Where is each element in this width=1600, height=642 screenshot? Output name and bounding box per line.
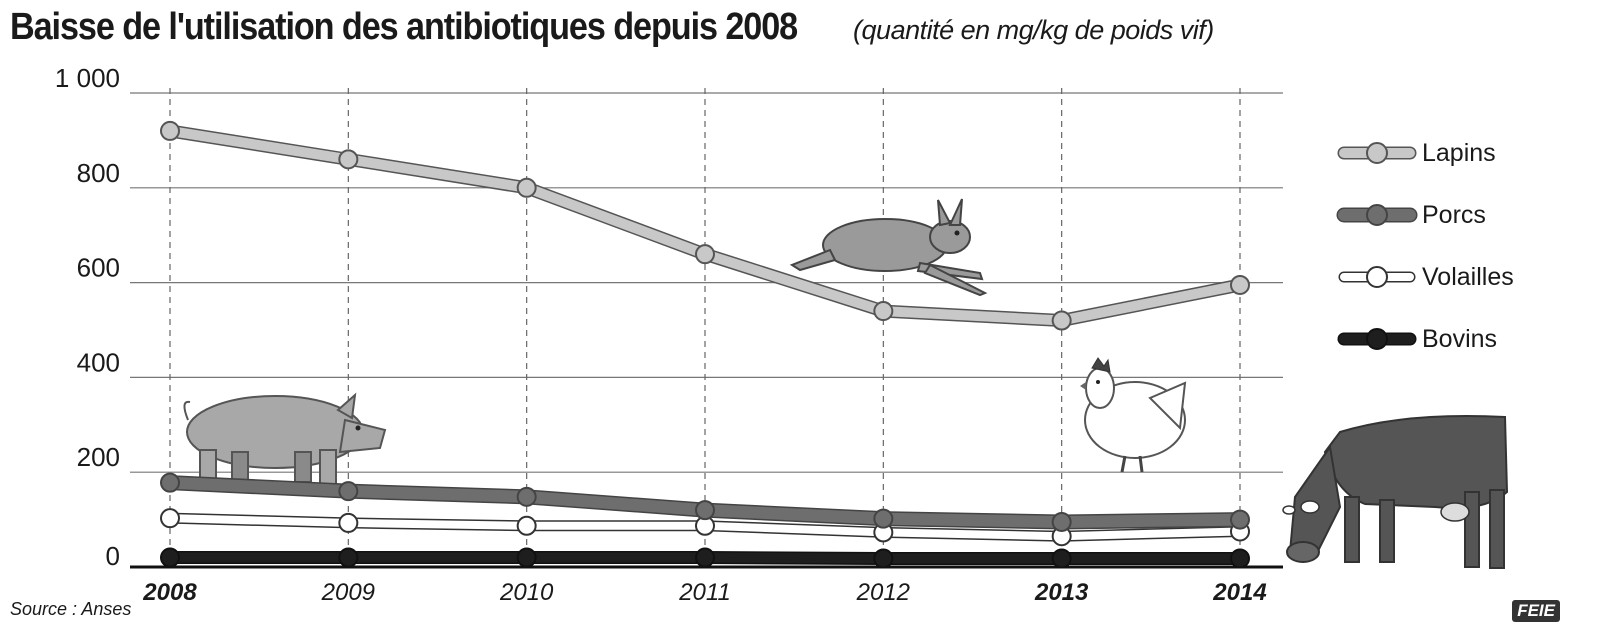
series-layer — [160, 120, 1250, 569]
data-point — [516, 515, 537, 536]
x-tick-label: 2012 — [856, 579, 910, 606]
legend-item-volailles: Volailles — [1338, 263, 1514, 291]
series-volailles — [160, 508, 1250, 547]
legend-item-bovins: Bovins — [1337, 325, 1497, 353]
x-axis-ticks: 2008 2009 2010 2011 2012 2013 2014 — [142, 579, 1266, 606]
data-point — [1051, 548, 1072, 569]
x-tick-label: 2013 — [1034, 579, 1089, 606]
hen-icon — [1080, 357, 1187, 473]
data-point — [1230, 274, 1250, 295]
x-tick-label: 2008 — [142, 579, 197, 606]
data-point — [338, 149, 359, 170]
data-point — [338, 547, 359, 568]
legend-marker — [1366, 266, 1388, 288]
legend-marker — [1366, 204, 1388, 226]
series-lapins — [160, 120, 1250, 331]
data-point — [695, 244, 715, 265]
chart-subtitle: (quantité en mg/kg de poids vif) — [853, 15, 1214, 45]
data-point — [1051, 511, 1072, 532]
data-point — [873, 301, 894, 322]
source-note: Source : Anses — [10, 599, 132, 619]
rabbit-icon — [789, 198, 988, 297]
chart-title-row: Baisse de l'utilisation des antibiotique… — [10, 6, 1214, 49]
data-point — [873, 508, 894, 529]
data-point — [695, 547, 715, 568]
x-tick-label: 2010 — [499, 579, 554, 606]
data-point — [1230, 509, 1250, 530]
y-tick-label: 200 — [77, 442, 120, 472]
x-tick-label: 2011 — [678, 579, 731, 606]
data-point — [1051, 310, 1072, 331]
legend-item-lapins: Lapins — [1337, 139, 1496, 167]
data-point — [160, 472, 180, 493]
data-point — [338, 481, 359, 502]
data-point — [873, 548, 894, 569]
data-point — [160, 120, 180, 141]
data-point — [516, 177, 537, 198]
legend-label: Porcs — [1422, 201, 1486, 229]
y-tick-label: 800 — [77, 158, 120, 188]
legend-label: Volailles — [1422, 263, 1514, 291]
pig-icon — [183, 392, 387, 489]
data-point — [1230, 548, 1250, 569]
y-tick-label: 600 — [77, 253, 120, 283]
x-tick-label: 2009 — [321, 579, 375, 606]
chart-legend: Lapins Porcs Volailles Bovins — [1336, 139, 1514, 353]
legend-marker — [1366, 328, 1388, 350]
data-point — [695, 500, 715, 521]
legend-label: Lapins — [1422, 139, 1496, 167]
cow-icon — [1282, 415, 1509, 569]
y-tick-label: 0 — [106, 541, 120, 571]
y-axis-ticks: 0 200 400 600 800 1 000 — [55, 63, 120, 571]
legend-item-porcs: Porcs — [1336, 201, 1486, 229]
series-porcs — [160, 472, 1250, 532]
publisher-logo: FEIE — [1512, 600, 1560, 622]
data-point — [338, 512, 359, 533]
y-tick-label: 400 — [77, 347, 120, 377]
legend-marker — [1366, 142, 1388, 164]
y-tick-label: 1 000 — [55, 63, 120, 93]
data-point — [516, 486, 537, 507]
data-point — [516, 547, 537, 568]
data-point — [160, 508, 180, 529]
data-point — [160, 547, 180, 568]
series-bovins — [160, 547, 1250, 569]
legend-label: Bovins — [1422, 325, 1497, 353]
x-tick-label: 2014 — [1212, 579, 1266, 606]
chart-title: Baisse de l'utilisation des antibiotique… — [10, 6, 798, 48]
